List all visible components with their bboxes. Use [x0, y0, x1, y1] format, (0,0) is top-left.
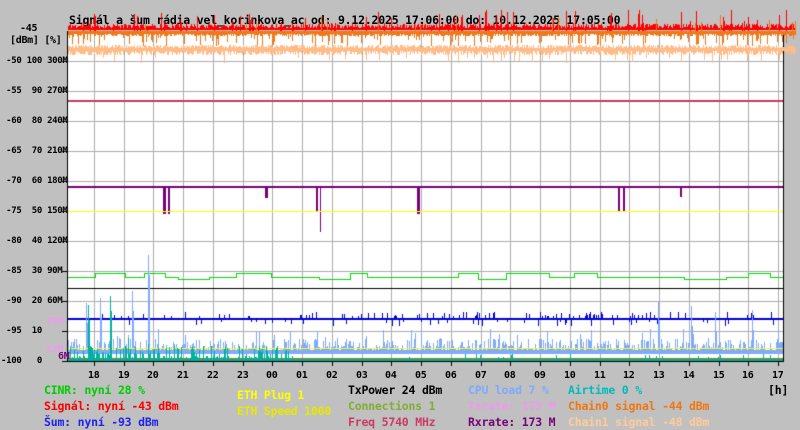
y-axis-units-header: [dBm] [%]	[10, 35, 62, 46]
y-tick--85: -85 30 90M	[1, 266, 63, 276]
x-tick-08: 08	[504, 370, 516, 381]
y-tick--55: -55 90 270M	[1, 86, 68, 96]
x-tick-11: 11	[594, 370, 606, 381]
legend-airtime-0: Airtime 0 %	[568, 383, 642, 397]
y-tick--60: -60 80 240M	[1, 116, 68, 126]
x-tick-07: 07	[475, 370, 487, 381]
y-tick--65: -65 70 210M	[1, 146, 68, 156]
x-tick-05: 05	[415, 370, 427, 381]
legend-freq-5740-mhz: Freq 5740 MHz	[348, 415, 436, 429]
y-tick--90: -90 20 60M	[1, 296, 63, 306]
y-tick--80: -80 40 120M	[1, 236, 68, 246]
legend-eth-plug-1: ETH Plug 1	[237, 388, 305, 402]
x-tick-20: 20	[147, 370, 159, 381]
x-tick-14: 14	[683, 370, 695, 381]
legend-rxrate-173-m: Rxrate: 173 M	[468, 415, 556, 429]
y-tick--70: -70 60 180M	[1, 176, 68, 186]
legend-um-nyn-93-dbm: Šum: nyní -93 dBm	[44, 415, 159, 429]
rate-label-39M: 39M	[46, 316, 64, 327]
x-tick-17: 17	[772, 370, 784, 381]
rate-label-6M: 6M	[58, 351, 70, 362]
graph-title: Signál a šum rádia vel_korinkova_ac od: …	[69, 13, 621, 27]
y-tick--95: -95 10	[1, 326, 42, 336]
x-tick-09: 09	[534, 370, 546, 381]
x-tick-12: 12	[623, 370, 635, 381]
x-tick-01: 01	[296, 370, 308, 381]
legend-sign-l-nyn-43-dbm: Signál: nyní -43 dBm	[44, 399, 179, 413]
legend-txpower-24-dbm: TxPower 24 dBm	[348, 383, 443, 397]
x-tick-22: 22	[207, 370, 219, 381]
legend-chain1-signal-48-dbm: Chain1 signal -48 dBm	[568, 415, 710, 429]
x-tick-18: 18	[88, 370, 100, 381]
x-tick-13: 13	[653, 370, 665, 381]
x-tick-15: 15	[713, 370, 725, 381]
x-tick-02: 02	[326, 370, 338, 381]
legend-chain0-signal-44-dbm: Chain0 signal -44 dBm	[568, 399, 710, 413]
y-tick--100: -100 0	[1, 356, 42, 366]
x-tick-00: 00	[266, 370, 278, 381]
x-tick-21: 21	[177, 370, 189, 381]
x-tick-10: 10	[564, 370, 576, 381]
x-tick-06: 06	[445, 370, 457, 381]
x-tick-04: 04	[385, 370, 397, 381]
x-tick-16: 16	[742, 370, 754, 381]
legend-txrate-173-m: Txrate: 173 M	[468, 399, 556, 413]
legend-cpu-load-7: CPU load 7 %	[468, 383, 549, 397]
x-tick-23: 23	[237, 370, 249, 381]
legend-eth-speed-1000: ETH Speed 1000	[237, 404, 332, 418]
legend-cinr-nyn-28: CINR: nyní 28 %	[44, 383, 145, 397]
x-tick-19: 19	[118, 370, 130, 381]
x-tick-03: 03	[356, 370, 368, 381]
y-tick--75: -75 50 150M	[1, 206, 68, 216]
legend-h: [h]	[768, 383, 789, 397]
legend-connections-1: Connections 1	[348, 399, 436, 413]
y-axis-top-label: -45	[20, 23, 38, 34]
y-tick--50: -50 100 300M	[1, 56, 68, 66]
